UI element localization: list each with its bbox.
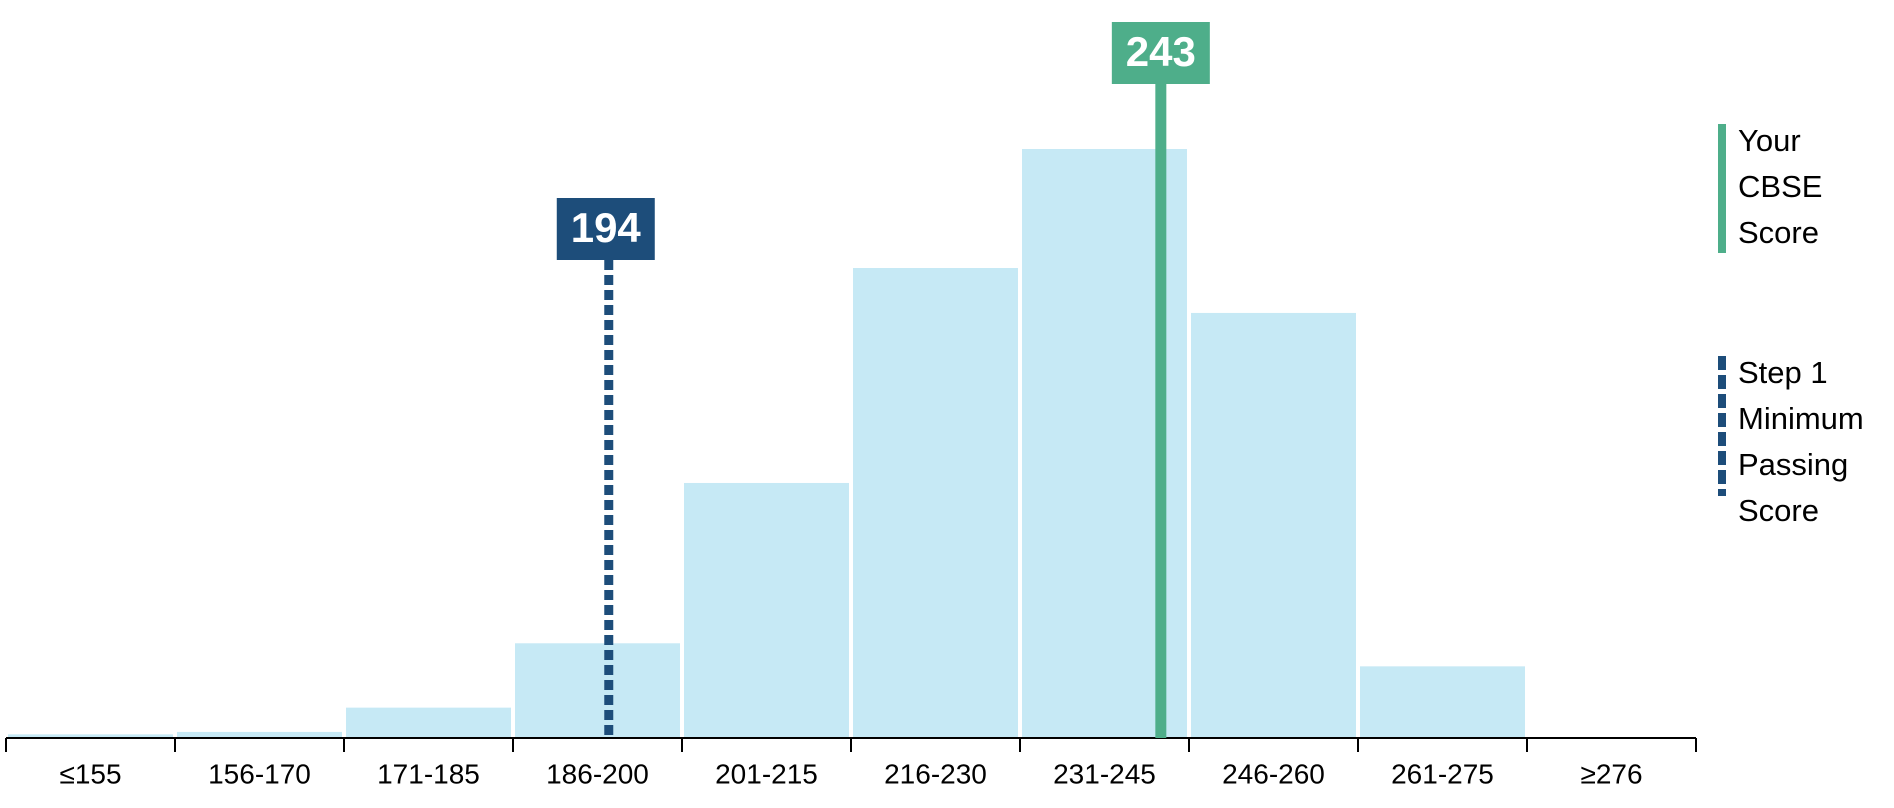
bar — [515, 643, 680, 738]
x-tick-label: 231-245 — [1053, 758, 1156, 789]
bar — [1191, 312, 1356, 738]
reference-label: 243 — [1126, 28, 1196, 75]
legend-label: Your CBSE Score — [1738, 123, 1823, 250]
bar — [177, 731, 342, 738]
bar — [853, 268, 1018, 738]
x-tick-label: 201-215 — [715, 758, 818, 789]
bar — [346, 707, 511, 738]
x-tick-label: 246-260 — [1222, 758, 1325, 789]
bar — [684, 482, 849, 738]
reference-label: 194 — [571, 204, 642, 251]
x-tick-label: 216-230 — [884, 758, 987, 789]
x-tick-label: 156-170 — [208, 758, 311, 789]
bar — [8, 734, 173, 738]
x-tick-label: 186-200 — [546, 758, 649, 789]
x-tick-label: ≥276 — [1580, 758, 1642, 789]
x-tick-label: 261-275 — [1391, 758, 1494, 789]
bar — [1360, 666, 1525, 738]
x-tick-label: ≤155 — [59, 758, 121, 789]
reference-label-box — [1111, 22, 1210, 84]
reference-label-box — [556, 198, 655, 260]
legend-label: Step 1 Minimum Passing Score — [1738, 355, 1864, 528]
x-tick-label: 171-185 — [377, 758, 480, 789]
